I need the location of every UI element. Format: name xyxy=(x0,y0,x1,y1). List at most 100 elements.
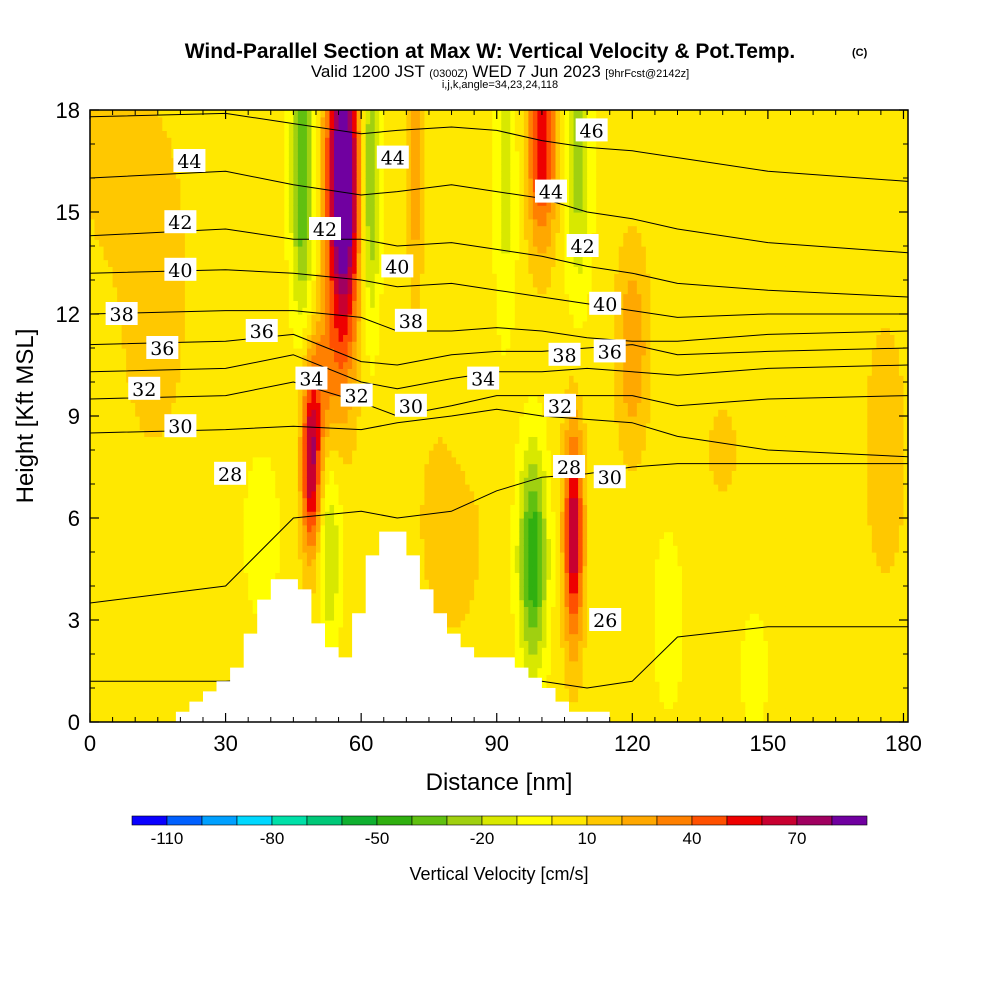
velocity-cell xyxy=(329,545,335,553)
velocity-cell xyxy=(99,647,105,655)
velocity-cell xyxy=(257,198,263,206)
velocity-cell xyxy=(311,116,317,125)
velocity-cell xyxy=(252,137,258,145)
velocity-cell xyxy=(175,341,181,349)
velocity-cell xyxy=(99,565,105,573)
velocity-cell xyxy=(315,314,322,322)
velocity-cell xyxy=(225,239,231,247)
velocity-cell xyxy=(338,592,344,601)
velocity-cell xyxy=(94,613,100,621)
velocity-cell xyxy=(198,572,204,580)
velocity-cell xyxy=(266,450,272,458)
velocity-cell xyxy=(103,368,109,376)
velocity-cell xyxy=(325,531,331,539)
velocity-cell xyxy=(90,586,96,594)
velocity-cell xyxy=(234,157,240,165)
velocity-cell xyxy=(126,524,132,533)
velocity-cell xyxy=(103,599,109,607)
velocity-cell xyxy=(148,164,154,172)
velocity-cell xyxy=(153,293,159,301)
velocity-cell xyxy=(180,334,186,342)
velocity-cell xyxy=(180,395,186,403)
velocity-cell xyxy=(302,565,308,573)
velocity-cell xyxy=(198,688,204,696)
velocity-cell xyxy=(207,545,213,553)
velocity-cell xyxy=(198,246,204,254)
velocity-cell xyxy=(121,565,127,573)
velocity-cell xyxy=(207,497,213,505)
velocity-cell xyxy=(279,361,285,369)
velocity-cell xyxy=(90,511,96,519)
velocity-cell xyxy=(311,511,317,519)
velocity-cell xyxy=(257,259,263,267)
velocity-cell xyxy=(225,327,231,335)
velocity-cell xyxy=(198,388,204,397)
velocity-cell xyxy=(334,334,340,342)
velocity-cell xyxy=(94,191,100,199)
velocity-cell xyxy=(302,416,308,424)
velocity-cell xyxy=(184,116,191,125)
velocity-cell xyxy=(261,436,267,444)
velocity-cell xyxy=(108,334,114,342)
velocity-cell xyxy=(117,654,123,662)
velocity-cell xyxy=(288,171,294,179)
velocity-cell xyxy=(157,579,163,587)
velocity-cell xyxy=(329,286,335,295)
velocity-cell xyxy=(171,205,177,213)
velocity-cell xyxy=(325,368,331,376)
velocity-cell xyxy=(275,341,281,349)
velocity-cell xyxy=(126,504,132,512)
velocity-cell xyxy=(175,613,181,621)
velocity-cell xyxy=(216,654,222,662)
velocity-cell xyxy=(121,178,127,186)
velocity-cell xyxy=(99,715,105,722)
velocity-cell xyxy=(284,273,290,281)
velocity-cell xyxy=(139,640,145,648)
velocity-cell xyxy=(284,348,290,356)
velocity-cell xyxy=(126,416,132,424)
velocity-cell xyxy=(320,484,326,492)
velocity-cell xyxy=(112,667,118,675)
velocity-cell xyxy=(297,144,304,152)
velocity-cell xyxy=(166,681,172,689)
velocity-cell xyxy=(184,314,191,322)
velocity-cell xyxy=(261,239,267,247)
velocity-cell xyxy=(297,150,304,159)
velocity-cell xyxy=(121,626,127,635)
velocity-cell xyxy=(325,307,331,315)
velocity-cell xyxy=(126,558,132,567)
velocity-cell xyxy=(325,300,331,308)
velocity-cell xyxy=(171,144,177,152)
velocity-cell xyxy=(257,110,263,118)
velocity-cell xyxy=(225,667,231,675)
velocity-cell xyxy=(325,361,331,369)
velocity-cell xyxy=(252,110,258,118)
velocity-cell xyxy=(320,130,326,138)
velocity-cell xyxy=(202,327,209,335)
velocity-cell xyxy=(166,565,172,573)
velocity-cell xyxy=(221,239,227,247)
velocity-cell xyxy=(293,552,299,560)
velocity-cell xyxy=(338,572,344,580)
velocity-cell xyxy=(320,456,326,465)
velocity-cell xyxy=(239,218,245,227)
velocity-cell xyxy=(171,599,177,607)
velocity-cell xyxy=(266,110,272,118)
velocity-cell xyxy=(297,504,304,512)
velocity-cell xyxy=(171,565,177,573)
velocity-cell xyxy=(239,246,245,254)
velocity-cell xyxy=(130,232,136,240)
velocity-cell xyxy=(121,422,127,431)
velocity-cell xyxy=(243,531,249,539)
velocity-cell xyxy=(243,586,249,594)
velocity-cell xyxy=(293,116,299,125)
velocity-cell xyxy=(297,348,304,356)
velocity-cell xyxy=(212,252,218,261)
velocity-cell xyxy=(157,307,163,315)
velocity-cell xyxy=(108,123,114,131)
velocity-cell xyxy=(171,558,177,567)
velocity-cell xyxy=(288,490,294,499)
velocity-cell xyxy=(103,395,109,403)
velocity-cell xyxy=(193,524,200,533)
velocity-cell xyxy=(139,184,145,193)
